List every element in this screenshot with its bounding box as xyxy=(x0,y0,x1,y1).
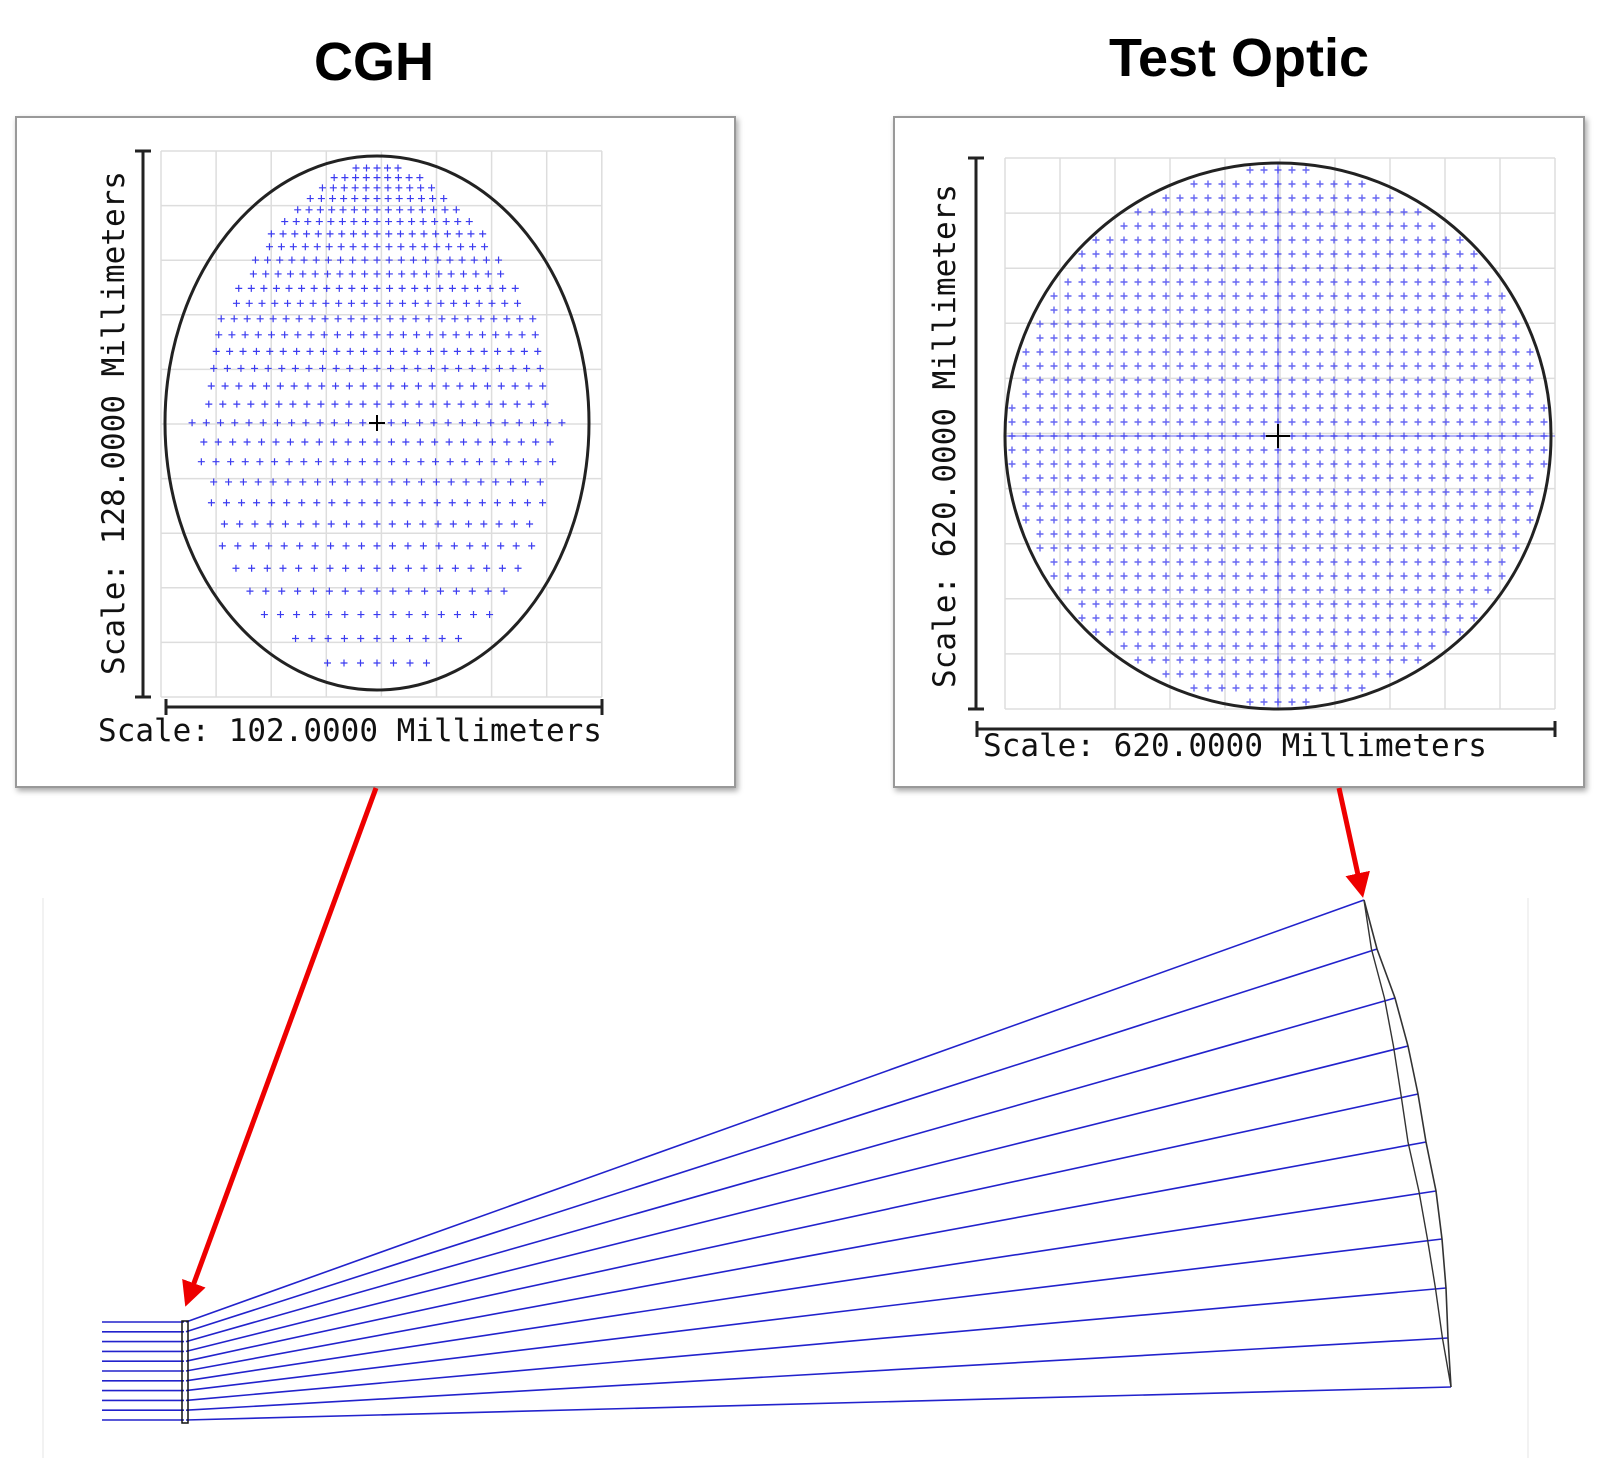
mirror-surface xyxy=(1363,899,1452,1388)
x-scale-label: Scale: 102.0000 Millimeters xyxy=(98,713,602,749)
center-mark xyxy=(369,415,385,431)
pointer-arrow xyxy=(1336,787,1370,898)
ray xyxy=(185,899,1365,1323)
ray-grid xyxy=(188,164,566,667)
ray xyxy=(185,1141,1427,1372)
aperture-outline xyxy=(1003,161,1553,711)
ray xyxy=(185,948,1378,1333)
ray-trace xyxy=(102,899,1452,1424)
panel-title: CGH xyxy=(314,32,434,92)
ray-grid xyxy=(1008,166,1548,706)
y-scale-bar xyxy=(968,156,984,711)
x-scale-bar xyxy=(975,721,1557,737)
aperture-outline xyxy=(163,154,591,692)
panel-frame xyxy=(893,116,1585,788)
ray xyxy=(185,1093,1419,1362)
ray xyxy=(185,1238,1443,1392)
x-scale-label: Scale: 620.0000 Millimeters xyxy=(983,728,1487,764)
y-scale-bar xyxy=(135,149,151,699)
ray xyxy=(185,1386,1452,1421)
ray xyxy=(185,1045,1409,1353)
ray xyxy=(185,997,1396,1343)
ray xyxy=(185,1337,1449,1411)
cgh-panel: Scale: 128.0000 Millimeters Scale: 102.0… xyxy=(15,116,736,788)
cgh-plate xyxy=(181,1320,189,1424)
y-scale-label: Scale: 128.0000 Millimeters xyxy=(96,171,132,675)
ray xyxy=(185,1287,1447,1402)
panel-frame xyxy=(15,116,736,788)
y-scale-label: Scale: 620.0000 Millimeters xyxy=(927,184,963,688)
pointer-arrow xyxy=(182,787,379,1307)
x-scale-bar xyxy=(164,699,604,715)
panel-title: Test Optic xyxy=(1109,28,1369,88)
ray xyxy=(185,1190,1437,1382)
center-mark xyxy=(1266,424,1290,448)
plot-grid xyxy=(160,150,603,698)
mirror-back xyxy=(1363,899,1452,1388)
test-optic-panel: Scale: 620.0000 Millimeters Scale: 620.0… xyxy=(893,116,1585,788)
